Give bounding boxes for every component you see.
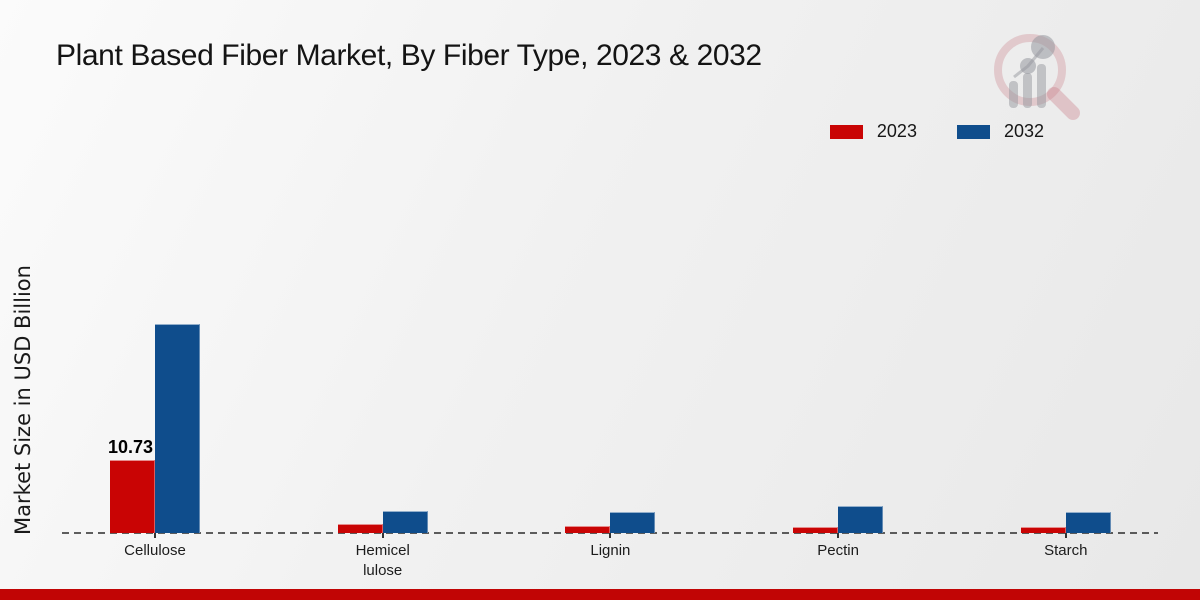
bar-2032-starch bbox=[1065, 511, 1111, 533]
footer-stripe bbox=[0, 589, 1200, 600]
legend-swatch-2023 bbox=[829, 124, 863, 139]
legend-swatch-2032 bbox=[956, 124, 990, 139]
x-tick-starch bbox=[1064, 533, 1067, 538]
bar-value-label-2023-cellulose: 10.73 bbox=[107, 436, 153, 457]
x-tick-pectin bbox=[837, 533, 840, 538]
x-tick-label-starch: Starch bbox=[1044, 542, 1088, 559]
x-tick-lignin bbox=[609, 533, 612, 538]
bar-2023-pectin bbox=[793, 526, 839, 533]
x-tick-cellulose bbox=[154, 533, 156, 538]
bar-2032-pectin bbox=[838, 506, 884, 533]
x-tick-label-lignin: Lignin bbox=[590, 542, 631, 559]
bar-2032-cellulose bbox=[155, 324, 200, 533]
legend-item-2023: 2023 bbox=[829, 121, 917, 142]
x-tick-label-hemicel-lulose: Hemicel lulose bbox=[355, 542, 410, 580]
bar-2023-hemicel-lulose bbox=[337, 524, 383, 533]
bar-2032-hemicel-lulose bbox=[382, 511, 428, 533]
x-tick-hemicel-lulose bbox=[381, 533, 384, 538]
bar-2032-lignin bbox=[610, 511, 656, 533]
legend-label-2032: 2032 bbox=[1003, 121, 1044, 141]
x-axis-baseline bbox=[62, 532, 1158, 534]
bar-2023-starch bbox=[1020, 526, 1066, 533]
x-tick-label-cellulose: Cellulose bbox=[124, 542, 186, 559]
legend-label-2023: 2023 bbox=[876, 121, 917, 141]
market-research-future-logo-icon bbox=[994, 34, 1080, 120]
legend: 2023 2032 bbox=[829, 121, 1044, 142]
x-tick-label-pectin: Pectin bbox=[817, 542, 859, 559]
bar-2023-cellulose bbox=[110, 459, 155, 533]
bar-2023-lignin bbox=[565, 525, 611, 533]
legend-item-2032: 2032 bbox=[956, 121, 1044, 142]
chart-title: Plant Based Fiber Market, By Fiber Type,… bbox=[56, 39, 762, 72]
